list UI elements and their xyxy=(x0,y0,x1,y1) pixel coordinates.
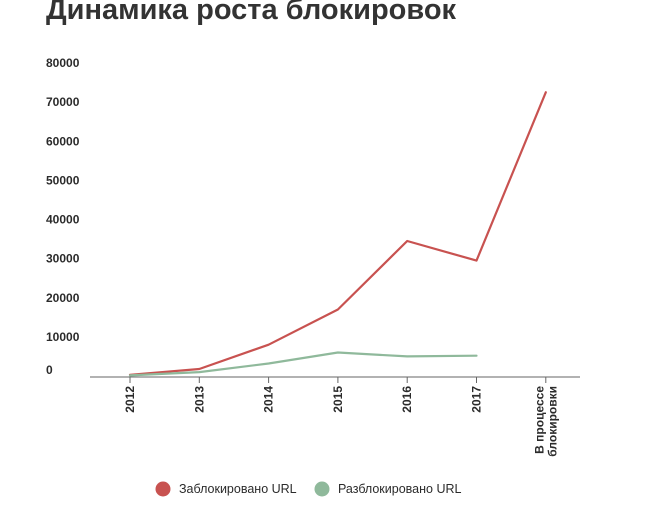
x-tick-label-line: 2016 xyxy=(400,386,414,413)
legend-label: Заблокировано URL xyxy=(179,482,297,496)
x-tick-label: 2015 xyxy=(331,386,345,413)
x-axis: 2012 2013 2014 2015 2016 2017 В процессе блокир… xyxy=(123,377,559,457)
x-tick-label-line: блокировки xyxy=(545,386,559,457)
x-tick-label: 2013 xyxy=(192,386,206,413)
x-tick-label: 2017 xyxy=(470,386,484,413)
x-tick-label-line: 2015 xyxy=(331,386,345,413)
x-tick-label-line: 2013 xyxy=(192,386,206,413)
y-tick-label: 0 xyxy=(46,363,53,377)
x-tick-label-line: В процессе xyxy=(532,386,546,454)
series-lines xyxy=(128,91,547,377)
y-tick-label: 40000 xyxy=(46,213,80,227)
y-tick-label: 50000 xyxy=(46,173,80,187)
y-tick-label: 60000 xyxy=(46,134,80,148)
x-tick-label-line: 2014 xyxy=(262,386,276,413)
legend: Заблокировано URL Разблокировано URL xyxy=(155,481,461,497)
x-tick-label-line: 2012 xyxy=(123,386,137,413)
chart-title: Динамика роста блокировок xyxy=(46,0,457,26)
y-axis: 0 10000 20000 30000 40000 50000 60000 70000 8000… xyxy=(46,56,80,377)
y-tick-label: 20000 xyxy=(46,291,80,305)
legend-marker xyxy=(155,481,171,497)
x-tick-label: 2016 xyxy=(400,386,414,413)
x-tick-label: 2012 xyxy=(123,386,137,413)
y-tick-label: 30000 xyxy=(46,252,80,266)
y-tick-label: 80000 xyxy=(46,56,80,70)
y-tick-label: 70000 xyxy=(46,95,80,109)
legend-marker xyxy=(314,481,330,497)
series-line xyxy=(128,351,478,377)
series-line xyxy=(128,91,547,376)
x-tick-label-line: 2017 xyxy=(470,386,484,413)
x-tick-label: В процессе блокировки xyxy=(532,386,559,457)
legend-label: Разблокировано URL xyxy=(338,482,461,496)
y-tick-label: 10000 xyxy=(46,330,80,344)
x-tick-label: 2014 xyxy=(262,386,276,413)
